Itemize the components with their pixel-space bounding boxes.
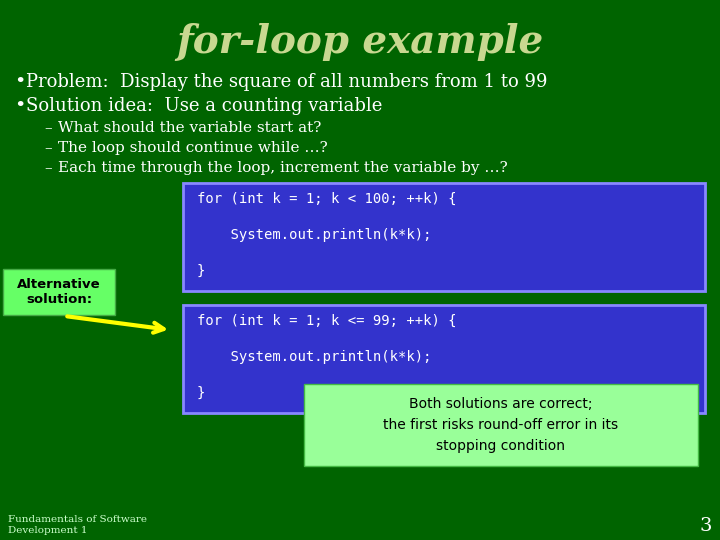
Text: Each time through the loop, increment the variable by …?: Each time through the loop, increment th…	[58, 161, 508, 175]
Text: Fundamentals of Software
Development 1: Fundamentals of Software Development 1	[8, 515, 147, 535]
Text: –: –	[44, 121, 52, 135]
Text: System.out.println(k*k);: System.out.println(k*k);	[197, 350, 431, 364]
Text: 3: 3	[700, 517, 712, 535]
Text: Alternative
solution:: Alternative solution:	[17, 278, 101, 306]
Text: }: }	[197, 386, 205, 400]
Bar	[183, 183, 705, 291]
Text: •: •	[14, 73, 25, 91]
FancyBboxPatch shape	[3, 269, 115, 315]
Text: for-loop example: for-loop example	[176, 23, 544, 61]
Text: Solution idea:  Use a counting variable: Solution idea: Use a counting variable	[26, 97, 382, 115]
Text: •: •	[14, 97, 25, 115]
Text: }: }	[197, 264, 205, 278]
Text: –: –	[44, 161, 52, 175]
Text: System.out.println(k*k);: System.out.println(k*k);	[197, 228, 431, 242]
Text: What should the variable start at?: What should the variable start at?	[58, 121, 321, 135]
Bar	[183, 305, 705, 413]
Text: Problem:  Display the square of all numbers from 1 to 99: Problem: Display the square of all numbe…	[26, 73, 547, 91]
Text: –: –	[44, 141, 52, 155]
Text: Both solutions are correct;
the first risks round-off error in its
stopping cond: Both solutions are correct; the first ri…	[384, 397, 618, 453]
Text: for (int k = 1; k < 100; ++k) {: for (int k = 1; k < 100; ++k) {	[197, 192, 456, 206]
FancyBboxPatch shape	[304, 384, 698, 466]
Text: The loop should continue while …?: The loop should continue while …?	[58, 141, 328, 155]
Text: for (int k = 1; k <= 99; ++k) {: for (int k = 1; k <= 99; ++k) {	[197, 314, 456, 328]
